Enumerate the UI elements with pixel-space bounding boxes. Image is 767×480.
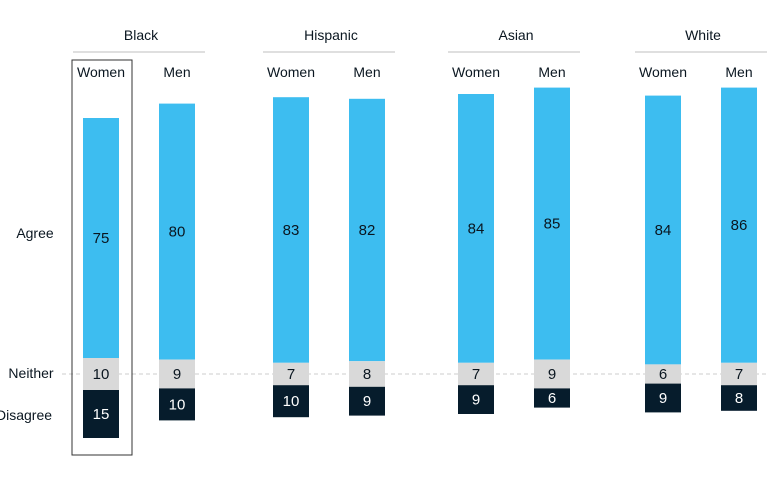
column-label-black-men: Men (163, 64, 190, 80)
bar-disagree-white-women (645, 383, 681, 413)
group-label-white: White (685, 27, 721, 43)
highlight-box-black-women (71, 59, 133, 456)
value-label-disagree-hispanic-men: 9 (363, 393, 371, 410)
value-label-neither-asian-women: 7 (472, 366, 480, 383)
bar-neither-asian-women (458, 362, 494, 386)
bar-agree-black-women (83, 118, 119, 358)
value-label-neither-white-men: 7 (735, 366, 743, 383)
bar-agree-asian-men (534, 87, 570, 360)
value-label-neither-black-women: 10 (93, 366, 110, 383)
bar-agree-hispanic-women (273, 97, 309, 363)
bar-disagree-black-men (159, 388, 195, 421)
value-label-neither-asian-men: 9 (548, 366, 556, 383)
row-label-neither: Neither (8, 365, 53, 381)
bar-agree-asian-women (458, 94, 494, 363)
value-label-neither-white-women: 6 (659, 366, 667, 383)
bar-neither-hispanic-women (273, 362, 309, 386)
value-label-disagree-white-women: 9 (659, 390, 667, 407)
column-label-hispanic-men: Men (353, 64, 380, 80)
value-label-disagree-black-men: 10 (169, 396, 186, 413)
bar-neither-black-women (83, 358, 119, 390)
value-label-disagree-black-women: 15 (93, 406, 110, 423)
value-label-neither-hispanic-women: 7 (287, 366, 295, 383)
bar-neither-white-men (721, 362, 757, 386)
bar-disagree-hispanic-men (349, 386, 385, 416)
column-label-black-women: Women (77, 64, 125, 80)
column-label-asian-women: Women (452, 64, 500, 80)
value-label-agree-asian-women: 84 (468, 220, 485, 237)
bar-agree-white-women (645, 95, 681, 365)
bar-neither-hispanic-men (349, 361, 385, 387)
column-label-hispanic-women: Women (267, 64, 315, 80)
bar-neither-black-men (159, 359, 195, 389)
bar-disagree-asian-women (458, 385, 494, 414)
group-label-black: Black (124, 27, 159, 43)
row-labels: Agree Neither Disagree (0, 225, 54, 423)
bar-agree-black-men (159, 103, 195, 360)
value-label-agree-white-women: 84 (655, 222, 672, 239)
value-label-agree-white-men: 86 (731, 217, 748, 234)
row-label-agree: Agree (16, 225, 54, 241)
row-label-disagree: Disagree (0, 407, 52, 423)
bar-agree-hispanic-men (349, 98, 385, 362)
column-label-white-women: Women (639, 64, 687, 80)
bar-neither-asian-men (534, 359, 570, 389)
value-label-disagree-asian-women: 9 (472, 392, 480, 409)
bar-disagree-white-men (721, 385, 757, 411)
column-label-white-men: Men (725, 64, 752, 80)
value-label-agree-hispanic-men: 82 (359, 222, 376, 239)
group-label-asian: Asian (498, 27, 533, 43)
column-label-asian-men: Men (538, 64, 565, 80)
plot-area: Black Women 75 10 15 Men 80 9 10 Hispanic Women 83 7… (62, 27, 767, 456)
bar-disagree-hispanic-women (273, 385, 309, 418)
value-label-disagree-white-men: 8 (735, 390, 743, 407)
bar-agree-white-men (721, 87, 757, 363)
group-label-hispanic: Hispanic (304, 27, 358, 43)
value-label-agree-asian-men: 85 (544, 216, 561, 233)
value-label-agree-hispanic-women: 83 (283, 222, 300, 239)
value-label-neither-black-men: 9 (173, 366, 181, 383)
value-label-agree-black-men: 80 (169, 224, 186, 241)
value-label-disagree-asian-men: 6 (548, 390, 556, 407)
bar-neither-white-women (645, 364, 681, 384)
value-label-disagree-hispanic-women: 10 (283, 393, 300, 410)
value-label-agree-black-women: 75 (93, 230, 110, 247)
value-label-neither-hispanic-men: 8 (363, 366, 371, 383)
bar-disagree-black-women (83, 390, 119, 438)
bar-disagree-asian-men (534, 388, 570, 408)
